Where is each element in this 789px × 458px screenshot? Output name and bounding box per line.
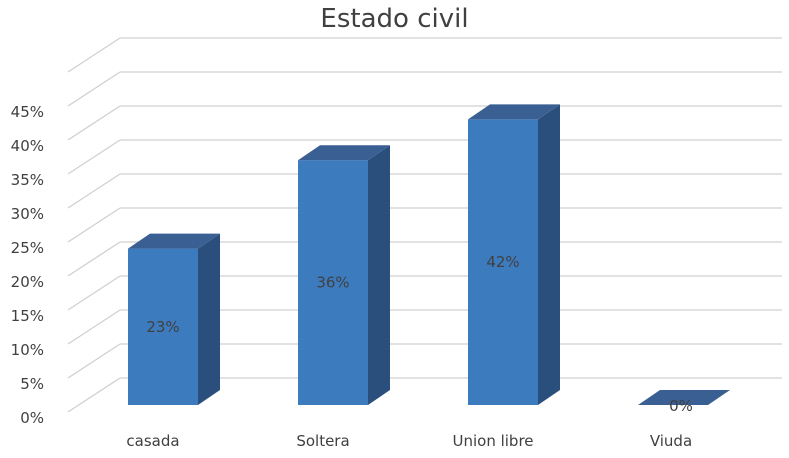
y-tick-label: 45%	[11, 103, 44, 121]
y-tick-label: 5%	[20, 375, 44, 393]
y-tick-label: 0%	[20, 409, 44, 427]
x-tick-label: casada	[126, 432, 179, 450]
bar-front	[468, 119, 538, 406]
gridline-diagonal	[67, 139, 121, 175]
bar-top	[298, 145, 390, 161]
bar-side	[368, 145, 390, 405]
gridline-diagonal	[67, 105, 121, 141]
y-tick-label: 25%	[11, 239, 44, 257]
y-tick-label: 10%	[11, 341, 44, 359]
y-tick-label: 40%	[11, 137, 44, 155]
gridline-diagonal	[67, 275, 121, 311]
bar-top	[638, 390, 730, 405]
data-label: 0%	[669, 397, 693, 415]
data-label: 42%	[486, 253, 519, 271]
x-tick-label: Viuda	[650, 432, 692, 450]
gridline-diagonal	[67, 343, 121, 379]
gridline-diagonal	[67, 207, 121, 243]
bar-front	[128, 248, 198, 405]
data-label: 23%	[146, 318, 179, 336]
gridline-diagonal	[67, 309, 121, 345]
bar-top	[468, 104, 560, 120]
bar-side	[198, 233, 220, 405]
gridline-diagonal	[67, 37, 121, 73]
y-tick-label: 30%	[11, 205, 44, 223]
x-tick-label: Union libre	[452, 432, 533, 450]
y-tick-label: 15%	[11, 307, 44, 325]
gridline-diagonal	[67, 377, 121, 413]
gridline-diagonal	[67, 173, 121, 209]
chart-title: Estado civil	[320, 4, 469, 34]
gridline-diagonal	[67, 241, 121, 277]
bar-front	[298, 160, 368, 405]
y-tick-label: 35%	[11, 171, 44, 189]
bar-top	[128, 233, 220, 249]
x-tick-label: Soltera	[296, 432, 349, 450]
bar-side	[538, 104, 560, 406]
gridline-diagonal	[67, 71, 121, 107]
y-tick-label: 20%	[11, 273, 44, 291]
data-label: 36%	[316, 274, 349, 292]
